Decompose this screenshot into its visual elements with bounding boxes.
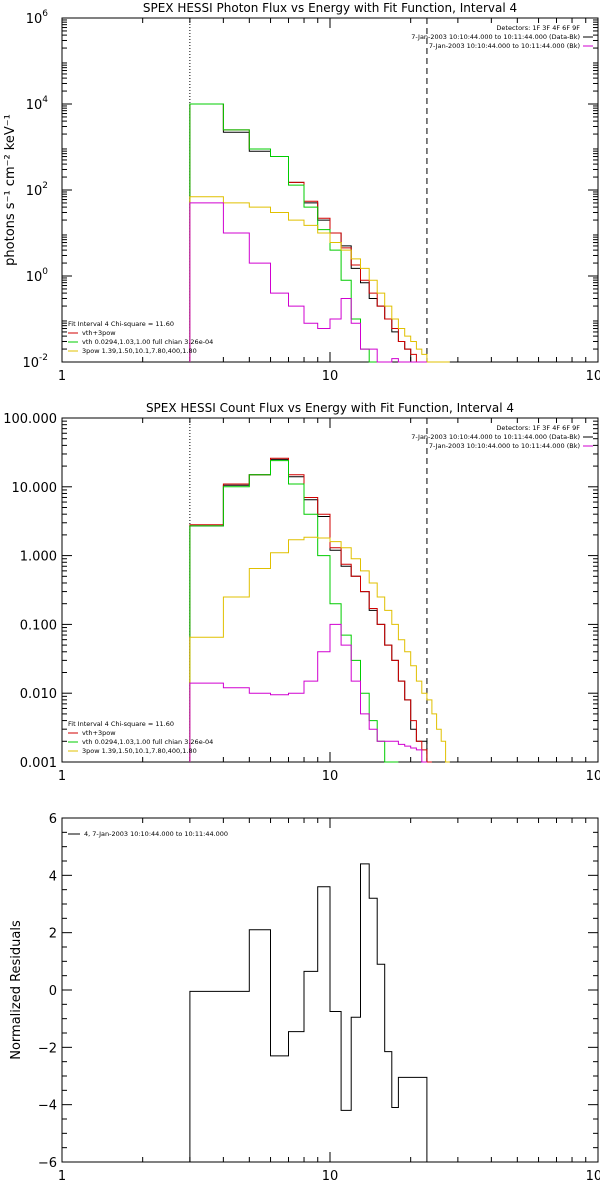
photon-flux-ytick-label: 104	[26, 95, 49, 113]
count-flux-ytick-label: 0.010	[20, 687, 57, 702]
photon-flux-ticks: 1 10 100 10-2 100 102 104 106	[22, 9, 600, 384]
count-flux-title: SPEX HESSI Count Flux vs Energy with Fit…	[146, 401, 514, 415]
residuals-series-0	[189, 863, 428, 1162]
residuals-ytick-label: 2	[49, 927, 57, 942]
photon-flux-ytick-label: 100	[26, 267, 49, 285]
count-flux-ytick-label: 0.100	[20, 618, 57, 633]
count-flux-series-4	[189, 623, 427, 763]
residuals-xtick-label: 100	[586, 1169, 600, 1184]
count-flux-ytick-label: 10.000	[12, 481, 58, 496]
photon-flux-ytick-label: 10-2	[22, 353, 48, 371]
residuals-ytick-label: 0	[49, 984, 57, 999]
count-flux-legend-entry: 3pow 1.39,1.50,10.1,7.80,400,1.80	[82, 747, 197, 755]
count-flux-legend-entry: vth 0.0294,1.03,1.00 full chian 3.26e-04	[82, 738, 213, 746]
residuals-xtick-label: 10	[322, 1169, 339, 1184]
residuals-series	[189, 863, 428, 1162]
residuals-legend-entry: 4, 7-Jan-2003 10:10:44.000 to 10:11:44.0…	[84, 830, 228, 838]
photon-flux-header-line: Detectors: 1F 3F 4F 6F 9F	[496, 24, 580, 32]
photon-flux-title: SPEX HESSI Photon Flux vs Energy with Fi…	[143, 1, 517, 15]
count-flux-xtick-label: 1	[58, 769, 66, 784]
residuals-ytick-label: −4	[38, 1099, 57, 1114]
photon-flux-legend-entry: vth+3pow	[82, 329, 116, 337]
count-flux-legend-entry: Fit Interval 4 Chi-square = 11.60	[68, 720, 174, 728]
photon-flux-legend-entry: Fit Interval 4 Chi-square = 11.60	[68, 320, 174, 328]
count-flux-header-line: Detectors: 1F 3F 4F 6F 9F	[496, 424, 580, 432]
count-flux-series-0	[189, 458, 432, 763]
photon-flux-header-line: 7-Jan-2003 10:10:44.000 to 10:11:44.000 …	[429, 42, 580, 50]
count-flux-panel: SPEX HESSI Count Flux vs Energy with Fit…	[3, 401, 600, 784]
count-flux-ytick-label: 100.000	[3, 412, 57, 427]
count-flux-xtick-label: 10	[322, 769, 339, 784]
count-flux-header-line: 7-Jan-2003 10:10:44.000 to 10:11:44.000 …	[429, 442, 580, 450]
photon-flux-ytick-label: 106	[26, 9, 49, 27]
count-flux-series-2	[189, 460, 399, 763]
photon-flux-xtick-label: 100	[586, 369, 600, 384]
count-flux-legend-entry: vth+3pow	[82, 729, 116, 737]
photon-flux-plot-frame	[61, 17, 599, 363]
count-flux-series-1	[189, 457, 432, 763]
count-flux-header: Detectors: 1F 3F 4F 6F 9F7-Jan-2003 10:1…	[411, 424, 593, 450]
photon-flux-ylabel: photons s⁻¹ cm⁻² keV⁻¹	[3, 114, 18, 266]
residuals-ytick-label: −6	[38, 1156, 57, 1171]
count-flux-header-line: 7-Jan-2003 10:10:44.000 to 10:11:44.000 …	[411, 433, 580, 441]
photon-flux-xtick-label: 1	[58, 369, 66, 384]
photon-flux-panel: SPEX HESSI Photon Flux vs Energy with Fi…	[3, 1, 600, 384]
count-flux-series	[189, 457, 450, 763]
count-flux-legend: Fit Interval 4 Chi-square = 11.60vth+3po…	[68, 720, 213, 755]
count-flux-ticks: 1 10 100 0.001 0.010 0.100 1.000 10.000 100.000	[3, 412, 600, 784]
count-flux-ytick-label: 0.001	[20, 756, 57, 771]
residuals-ticks: 1 10 100 −6 −4 −2 0 2 4 6	[38, 812, 600, 1184]
count-flux-vlines	[189, 418, 428, 762]
photon-flux-legend-entry: 3pow 1.39,1.50,10.1,7.80,400,1.80	[82, 347, 197, 355]
residuals-ytick-label: 4	[49, 869, 57, 884]
photon-flux-legend: Fit Interval 4 Chi-square = 11.60vth+3po…	[68, 320, 213, 355]
residuals-ytick-label: −2	[38, 1041, 57, 1056]
residuals-ylabel: Normalized Residuals	[9, 920, 24, 1060]
count-flux-ytick-label: 1.000	[20, 550, 57, 565]
residuals-ytick-label: 6	[49, 812, 57, 827]
photon-flux-xtick-label: 10	[322, 369, 339, 384]
photon-flux-series-3	[189, 196, 450, 363]
count-flux-series-3	[189, 536, 450, 763]
residuals-panel: Normalized Residuals 1 10 100 −6 −4 −2 0 2 4 6 4,…	[9, 812, 600, 1184]
photon-flux-ytick-label: 102	[26, 181, 48, 199]
residuals-legend: 4, 7-Jan-2003 10:10:44.000 to 10:11:44.0…	[68, 830, 228, 838]
photon-flux-header: Detectors: 1F 3F 4F 6F 9F7-Jan-2003 10:1…	[411, 24, 593, 50]
photon-flux-series	[189, 103, 450, 363]
count-flux-xtick-label: 100	[586, 769, 600, 784]
photon-flux-header-line: 7-Jan-2003 10:10:44.000 to 10:11:44.000 …	[411, 33, 580, 41]
photon-flux-legend-entry: vth 0.0294,1.03,1.00 full chian 3.26e-04	[82, 338, 213, 346]
photon-flux-series-4	[189, 202, 427, 363]
residuals-xtick-label: 1	[58, 1169, 66, 1184]
